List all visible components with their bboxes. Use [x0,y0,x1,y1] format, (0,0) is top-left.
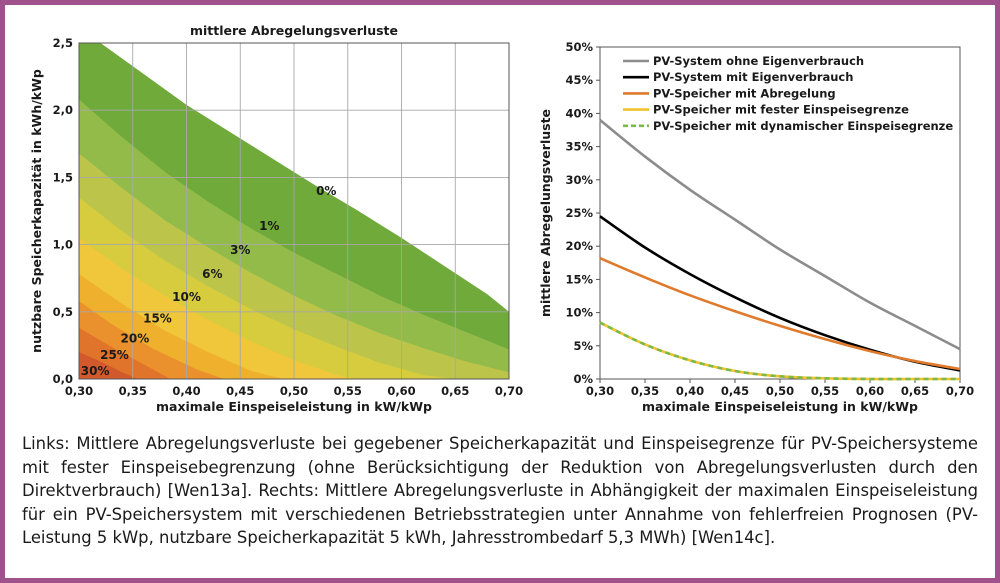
right-y-tick-label: 25% [565,206,593,220]
right-x-tick-label: 0,65 [901,384,929,398]
right-y-tick-label: 45% [565,73,593,87]
right-y-tick-label: 10% [565,306,593,320]
left-y-tick-label: 1,5 [53,170,73,184]
chart-panel: 0,30 0,35 0,40 0,45 0,50 0,55 0,60 0,65 0,70 0,0 0… [15,17,995,427]
right-y-tick-label: 40% [565,106,593,120]
right-x-tick-label: 0,45 [721,384,749,398]
right-x-tick-label: 0,50 [766,384,794,398]
contour-label-15pct: 15% [143,312,172,326]
left-x-tick-label: 0,50 [280,384,308,398]
right-y-tick-label: 0% [573,372,593,386]
left-x-tick-label: 0,40 [172,384,200,398]
series-line-3 [599,256,961,371]
left-y-axis-label: nutzbare Speicherkapazität in kWh/kWp [29,69,44,353]
left-plot-border [78,42,510,380]
series-line-4 [599,321,960,381]
right-y-tick-label: 30% [565,173,593,187]
right-x-tick-label: 0,55 [811,384,839,398]
right-x-tick-label: 0,40 [676,384,704,398]
contour-label-20pct: 20% [121,332,150,346]
left-x-tick-label: 0,70 [495,384,523,398]
right-x-axis-label: maximale Einspeiseleistung in kW/kWp [642,399,918,414]
right-x-tick-label: 0,30 [586,384,614,398]
left-x-axis-label: maximale Einspeiseleistung in kW/kWp [156,399,432,414]
contour-band-30pct [79,352,139,379]
contour-label-6pct: 6% [202,267,222,281]
left-x-tick-label: 0,65 [441,384,469,398]
left-y-tick-label: 0,5 [53,305,73,319]
right-y-tick-label: 20% [565,239,593,253]
contour-label-3pct: 3% [230,243,250,257]
contour-label-10pct: 10% [172,290,201,304]
left-x-tick-label: 0,55 [334,384,362,398]
right-x-tick-label: 0,35 [631,384,659,398]
contour-label-30pct: 30% [81,364,110,378]
right-y-tick-label: 50% [565,40,593,54]
left-y-tick-label: 1,0 [53,238,73,252]
right-y-tick-label: 5% [573,339,593,353]
left-x-tick-label: 0,30 [65,384,93,398]
left-x-tick-label: 0,35 [119,384,147,398]
series-line-5 [599,321,960,381]
series-line-1 [599,119,961,351]
left-y-tick-label: 0,0 [53,372,73,386]
left-x-tick-label: 0,60 [387,384,415,398]
contour-label-1pct: 1% [259,219,279,233]
left-chart-title: mittlere Abregelungsverluste [190,23,398,38]
legend-label-4: PV-Speicher mit fester Einspeisegrenze [653,103,909,117]
contour-label-25pct: 25% [100,348,129,362]
legend-label-5: PV-Speicher mit dynamischer Einspeisegre… [653,119,953,133]
contour-label-0pct: 0% [316,184,336,198]
figure-caption: Links: Mittlere Abregelungsverluste bei … [22,434,978,548]
right-y-axis-label: mittlere Abregelungsverluste [538,109,553,317]
left-y-tick-label: 2,5 [53,36,73,50]
right-y-tick-label: 35% [565,140,593,154]
right-x-tick-label: 0,60 [856,384,884,398]
legend-label-3: PV-Speicher mit Abregelung [653,86,836,100]
legend-label-1: PV-System ohne Eigenverbrauch [653,54,864,68]
right-x-tick-label: 0,70 [946,384,974,398]
legend-label-2: PV-System mit Eigenverbrauch [653,70,853,84]
left-x-tick-label: 0,45 [226,384,254,398]
charts-svg: 0,30 0,35 0,40 0,45 0,50 0,55 0,60 0,65 0,700,00… [29,23,974,414]
right-y-tick-label: 15% [565,272,593,286]
left-y-tick-label: 2,0 [53,103,73,117]
